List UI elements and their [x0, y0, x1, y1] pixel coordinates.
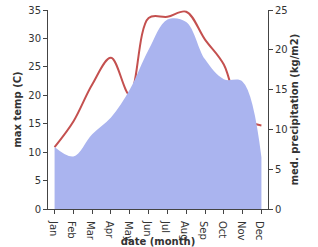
- svg-text:15: 15: [28, 118, 41, 129]
- svg-text:5: 5: [275, 164, 281, 175]
- svg-text:35: 35: [28, 5, 41, 16]
- svg-text:Aug: Aug: [179, 221, 190, 241]
- svg-text:15: 15: [275, 84, 288, 95]
- svg-text:Feb: Feb: [66, 221, 77, 239]
- svg-text:Sep: Sep: [198, 221, 209, 240]
- svg-text:med. precipitation (kg/m2): med. precipitation (kg/m2): [289, 34, 300, 186]
- svg-text:Oct: Oct: [217, 221, 228, 238]
- svg-text:date (month): date (month): [121, 236, 195, 247]
- svg-text:Apr: Apr: [104, 221, 115, 239]
- svg-text:10: 10: [275, 124, 288, 135]
- svg-text:25: 25: [28, 61, 41, 72]
- svg-text:25: 25: [275, 5, 288, 16]
- svg-text:Jan: Jan: [48, 220, 59, 236]
- svg-text:20: 20: [275, 44, 288, 55]
- svg-text:May: May: [123, 221, 134, 242]
- svg-text:30: 30: [28, 33, 41, 44]
- svg-text:Dec: Dec: [254, 221, 265, 240]
- svg-text:0: 0: [275, 204, 281, 215]
- svg-text:Mar: Mar: [85, 221, 96, 241]
- svg-text:Jun: Jun: [142, 220, 153, 237]
- svg-text:5: 5: [35, 175, 41, 186]
- svg-text:0: 0: [35, 204, 41, 215]
- svg-text:10: 10: [28, 147, 41, 158]
- svg-text:20: 20: [28, 90, 41, 101]
- svg-text:Nov: Nov: [236, 221, 247, 241]
- svg-text:max temp (C): max temp (C): [12, 71, 23, 147]
- svg-text:Jul: Jul: [160, 220, 171, 233]
